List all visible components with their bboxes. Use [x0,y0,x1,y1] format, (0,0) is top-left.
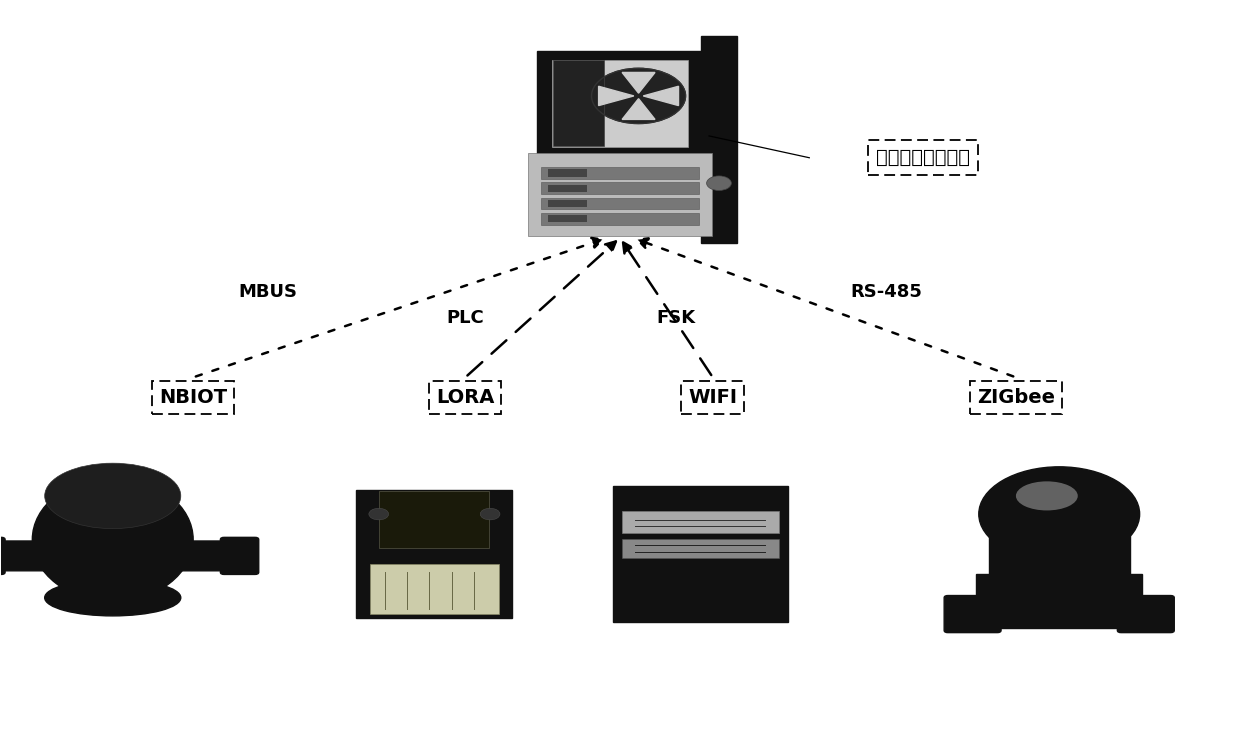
Text: NBIOT: NBIOT [159,388,227,407]
Text: MBUS: MBUS [238,283,296,301]
FancyBboxPatch shape [548,169,588,177]
Ellipse shape [1016,481,1078,510]
Ellipse shape [32,477,193,602]
Text: LORA: LORA [436,388,495,407]
FancyBboxPatch shape [988,516,1130,585]
FancyBboxPatch shape [537,51,703,155]
FancyBboxPatch shape [528,153,712,236]
FancyBboxPatch shape [976,575,1142,629]
FancyBboxPatch shape [614,486,787,622]
FancyBboxPatch shape [548,215,588,223]
FancyBboxPatch shape [542,167,698,179]
Ellipse shape [978,466,1140,561]
Polygon shape [622,72,655,93]
FancyBboxPatch shape [0,537,5,575]
FancyBboxPatch shape [542,182,698,194]
FancyBboxPatch shape [356,490,512,618]
Text: WIFI: WIFI [688,388,738,407]
FancyBboxPatch shape [548,185,588,192]
Circle shape [707,176,732,191]
FancyBboxPatch shape [701,36,737,243]
FancyBboxPatch shape [944,596,1001,633]
FancyBboxPatch shape [379,491,490,548]
Circle shape [591,69,686,123]
FancyBboxPatch shape [0,541,55,571]
Text: 数据汇集分发终端: 数据汇集分发终端 [877,148,970,167]
Ellipse shape [45,580,181,616]
FancyBboxPatch shape [621,539,779,558]
Circle shape [480,508,500,520]
FancyBboxPatch shape [221,537,259,575]
FancyBboxPatch shape [1117,596,1174,633]
FancyBboxPatch shape [542,213,698,225]
Text: RS-485: RS-485 [851,283,923,301]
Text: PLC: PLC [446,309,485,327]
FancyBboxPatch shape [552,60,688,147]
Text: FSK: FSK [656,309,696,327]
FancyBboxPatch shape [542,198,698,210]
FancyBboxPatch shape [553,61,604,146]
Polygon shape [622,99,655,120]
Circle shape [368,508,388,520]
Text: ZIGbee: ZIGbee [977,388,1055,407]
Ellipse shape [45,463,181,529]
Polygon shape [599,86,634,106]
FancyBboxPatch shape [548,200,588,207]
FancyBboxPatch shape [621,511,779,533]
FancyBboxPatch shape [370,564,498,614]
FancyBboxPatch shape [171,541,241,571]
Polygon shape [644,86,678,106]
